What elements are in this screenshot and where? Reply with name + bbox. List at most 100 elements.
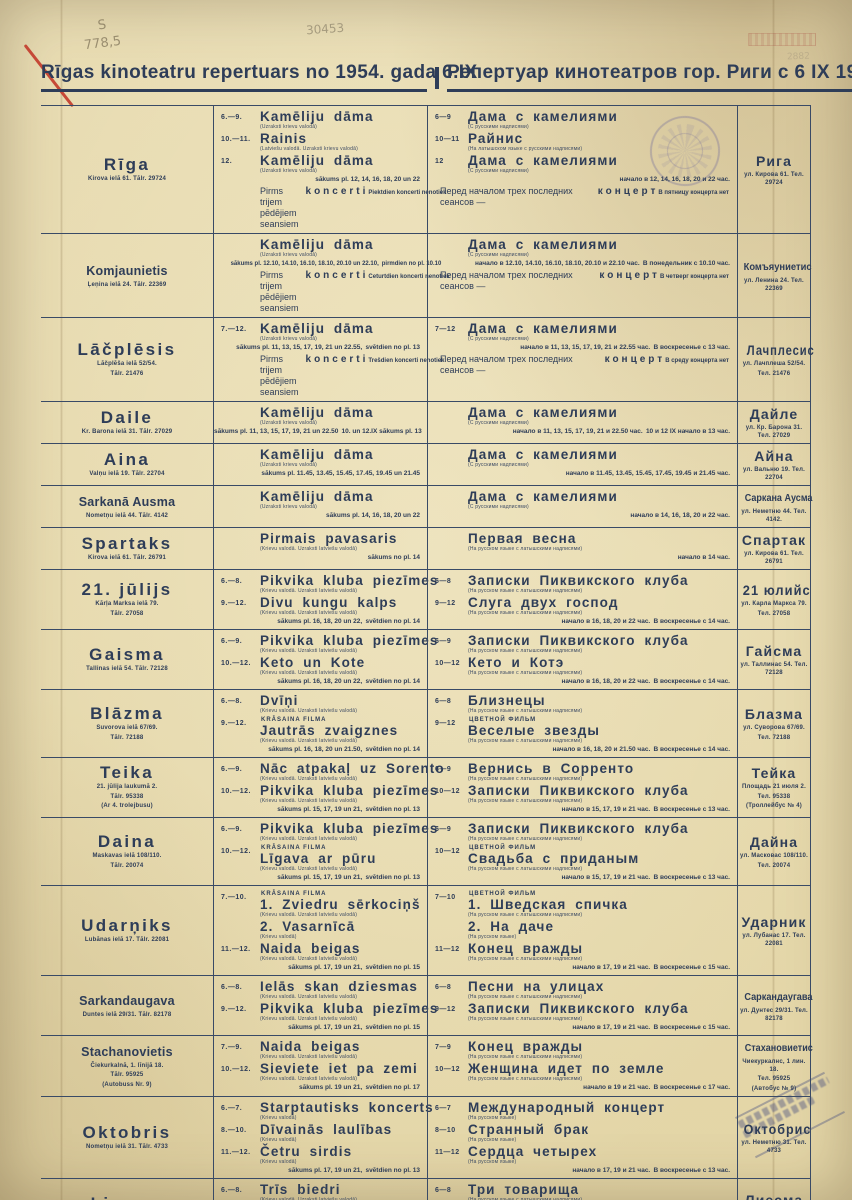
cinema-row: Rīga Kirova ielā 61. Tālr. 29724 6.—9. Ka… xyxy=(41,105,811,233)
showtimes: начало в 11.45, 13.45, 15.45, 17.45, 19.… xyxy=(565,470,730,477)
film-language-note: (Krievu valodā. Uzraksti latviešu valodā… xyxy=(260,707,358,714)
film-dates: 7.—9. xyxy=(221,1044,243,1051)
film-dates: 8.—10. xyxy=(221,1127,247,1134)
film-language-note: (Krievu valodā. Uzraksti latviešu valodā… xyxy=(260,545,358,552)
film-title: Pikvika kluba piezīmes xyxy=(260,821,439,836)
film-dates: 6—8 xyxy=(435,578,452,585)
film-entry: 9—12 Слуга двух господ (На русском языке с… xyxy=(428,596,735,616)
film-language-note: (Krievu valodā. Uzraksti latviešu valodā… xyxy=(260,647,358,654)
cinema-address: Ļeņina ielā 24. Tālr. 22369 xyxy=(87,281,167,288)
cinema-ru: Блазма ул. Суворова 67/69. Тел. 72188 xyxy=(737,690,810,757)
showtimes: начало в 16, 18, 20 и 22 час. В воскресе… xyxy=(561,678,730,685)
film-entry: Первая весна (На русском языке с латышски… xyxy=(428,532,735,552)
film-dates: 12 xyxy=(435,158,444,165)
cinema-address: Lāčplēša ielā 52/54. xyxy=(97,361,157,367)
film-entry: 6—8 Близнецы (На русском языке с латышским… xyxy=(428,694,735,714)
films-lv: 6.—9. Pikvika kluba piezīmes (Krievu valod… xyxy=(213,818,437,885)
showtimes: начало в 16, 18, 20 и 22 час. В воскресе… xyxy=(561,618,730,625)
film-entry: Kamēliju dāma (Uzraksti krievu valodā) xyxy=(214,238,425,258)
film-title: Женщина идет по земле xyxy=(468,1061,665,1076)
cinema-ru: Стахановиетис Чиекуркалнс, 1 лин. 18. Тел… xyxy=(737,1036,813,1096)
film-entry: Дама с камелиями (С русскими надписями) xyxy=(428,490,735,510)
film-title: Dvīņi xyxy=(260,693,299,708)
cinema-ru: Саркана Аусма ул. Неметню 44. Тел. 4142. xyxy=(737,486,813,527)
film-language-note: (На русском языке с латышскими надписями… xyxy=(468,647,583,654)
cinema-name-lv: Blāzma xyxy=(90,704,164,723)
film-dates: 11—12 xyxy=(435,1149,460,1156)
showtimes: sākums pl. 15, 17, 19 un 21, svētdien no… xyxy=(277,874,420,881)
header: Rīgas kinoteatru repertuars no 1954. gad… xyxy=(41,62,852,92)
films-lv: 6.—9. Kamēliju dāma (Uzraksti krievu valod… xyxy=(213,106,446,233)
cinema-name-ru: Саркана Аусма xyxy=(744,492,813,504)
film-dates: 7—12 xyxy=(435,326,456,333)
concert-note: Pirms trijem pēdējiem seansiem koncerti Ce… xyxy=(260,270,450,313)
film-entry: 6.—8. Trīs biedri (Krievu valodā. Uzraksti… xyxy=(214,1183,425,1200)
film-language-note: (С русскими надписями) xyxy=(468,503,529,510)
cinema-address: Valņu ielā 19. Tālr. 22704 xyxy=(89,470,165,477)
film-dates xyxy=(214,448,260,468)
film-title: Вернись в Сорренто xyxy=(468,761,635,776)
film-language-note: (На русском языке) xyxy=(468,1158,517,1165)
film-title: Naida beigas xyxy=(260,1039,361,1054)
film-language-note: (На русском языке с латышскими надписями… xyxy=(468,993,583,1000)
films-ru: 6—9 Записки Пиквикского клуба (На русском … xyxy=(427,818,737,885)
showtimes: sākums pl. 12.10, 14.10, 16.10, 18.10, 2… xyxy=(230,260,442,267)
film-entry: 6—9 Записки Пиквикского клуба (На русском … xyxy=(428,822,735,842)
cinema-row: Stachanovietis Čiekurkalnā, 1. līnijā 18… xyxy=(41,1035,813,1096)
cinema-name-lv: Rīga xyxy=(103,154,151,174)
cinema-row: Daile Kr. Barona ielā 31. Tālr. 27029 Ka… xyxy=(41,401,811,443)
film-entry: 6—8 Три товарища (На русском языке с латыш… xyxy=(428,1183,735,1200)
film-dates xyxy=(428,490,468,510)
cinema-address: Тел. 27058 xyxy=(757,610,791,617)
films-ru: 6—8 Записки Пиквикского клуба (На русском … xyxy=(427,570,737,629)
cinema-lv: Teika 21. jūlija laukumā 2. Tālr. 95338 (A… xyxy=(41,758,213,817)
film-language-note: (Krievu valodā. Uzraksti latviešu valodā… xyxy=(260,669,358,676)
film-language-note: (На русском языке с латышскими надписями… xyxy=(468,609,583,616)
cinema-address: Lubānas ielā 17. Tālr. 22081 xyxy=(84,936,170,943)
cinema-ru: Дайле ул. Кр. Барона 31. Тел. 27029 xyxy=(737,402,810,443)
film-language-note: (На русском языке с латышскими надписями… xyxy=(468,775,583,782)
cinema-address: Площадь 21 июля 2. xyxy=(742,784,806,791)
cinema-address: Тел. 72188 xyxy=(757,734,791,741)
film-dates: 9.—12. xyxy=(221,720,247,727)
film-title: Jautrās zvaigznes xyxy=(260,723,399,738)
showtimes: начало в 14 час. xyxy=(677,554,730,561)
concert-note: Перед началом трех последних сеансов — ко… xyxy=(440,354,729,375)
films-lv: 6.—9. Pikvika kluba piezīmes (Krievu valod… xyxy=(213,630,437,689)
cinema-name-ru: Комъяуниетис xyxy=(743,261,812,273)
film-language-note: (На русском языке с латышскими надписями… xyxy=(468,1196,583,1200)
cinema-row: Spartaks Kirova ielā 61. Tālr. 26791 Pir… xyxy=(41,527,811,569)
film-dates: 11—12 xyxy=(435,946,460,953)
film-entry: 10—11 Райнис (На латышском языке с русским… xyxy=(428,132,735,152)
films-lv: 6.—8. Ielās skan dziesmas (Krievu valodā. … xyxy=(213,976,437,1035)
films-ru: 6—8 Близнецы (На русском языке с латышским… xyxy=(427,690,737,757)
film-dates: 10.—12. xyxy=(221,788,251,795)
film-entry: 6.—9. Pikvika kluba piezīmes (Krievu valod… xyxy=(214,822,437,842)
film-dates: 10—12 xyxy=(435,660,461,667)
cinema-ru: Саркандаугава ул. Дунтес 29/31. Тел. 821… xyxy=(737,976,812,1035)
cinema-name-ru: Лиесма xyxy=(744,1192,804,1200)
cinema-lv: Daina Maskavas ielā 108/110. Tālr. 20074 xyxy=(41,818,213,885)
film-dates: 7.—12. xyxy=(221,326,247,333)
films-lv: 7.—9. Naida beigas (Krievu valodā. Uzrakst… xyxy=(213,1036,427,1096)
film-dates: 6—8 xyxy=(435,698,452,705)
cinema-address: Тел. 95925 xyxy=(757,1076,791,1082)
cinema-address: Nometņu ielā 44. Tālr. 4142 xyxy=(85,512,169,519)
film-dates: 6—8 xyxy=(435,1187,452,1194)
films-lv: 6.—7. Starptautisks koncerts (Krievu valod… xyxy=(213,1097,433,1178)
film-language-note: (На русском языке с латышскими надписями… xyxy=(468,865,583,872)
films-ru: 6—7 Международный концерт (На русском язык… xyxy=(427,1097,737,1178)
film-language-note: (На латышском языке с русскими надписями… xyxy=(468,145,583,152)
film-entry: 6.—8. Ielās skan dziesmas (Krievu valodā. … xyxy=(214,980,425,1000)
color-film-label: KRĀSAINA FILMA xyxy=(261,891,327,897)
film-dates: 6—9 xyxy=(435,826,452,833)
cinema-address: ул. Таллинас 54. Тел. 72128 xyxy=(740,662,808,676)
cinema-name-lv: Spartaks xyxy=(81,533,173,553)
cinema-address: (Автобус № 9) xyxy=(751,1085,797,1092)
cinema-row: Blāzma Suvorova ielā 67/69. Tālr. 72188 6… xyxy=(41,689,811,757)
showtimes: sākums pl. 11, 13, 15, 17, 19, 21 un 22.… xyxy=(236,344,420,351)
film-language-note: (Uzraksti krievu valodā) xyxy=(260,335,318,342)
film-entry: 11—12 Сердца четырех (На русском языке) xyxy=(428,1145,735,1165)
film-entry: Дама с камелиями (С русскими надписями) xyxy=(428,238,735,258)
